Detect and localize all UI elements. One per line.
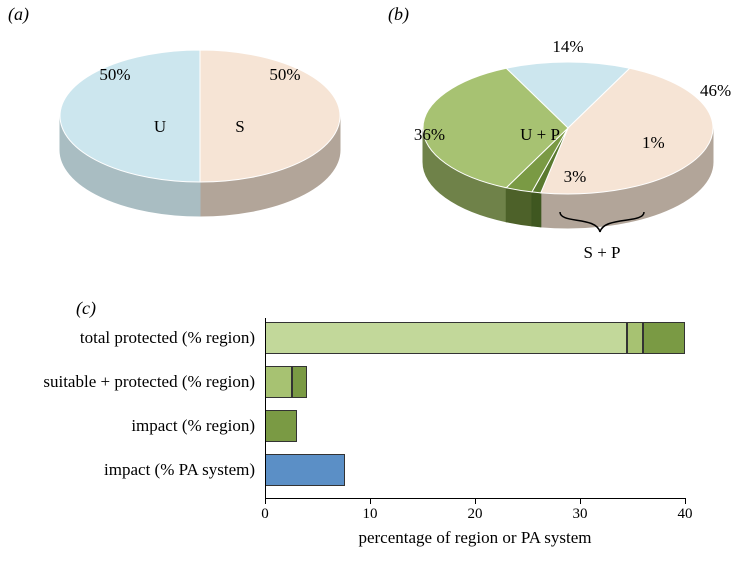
svg-text:50%: 50% [99,65,130,84]
x-tick-label: 30 [573,506,588,523]
x-axis-title: percentage of region or PA system [265,528,685,548]
bar-segment [265,454,345,486]
bar-row: impact (% PA system) [265,454,685,486]
bar-segment [265,322,627,354]
svg-text:S: S [235,117,244,136]
pie-chart-a: 50% 50% U S [40,20,360,240]
bar-chart-c: total protected (% region) suitable + pro… [265,318,695,558]
svg-text:S + P: S + P [584,243,621,262]
bar-row: impact (% region) [265,410,685,442]
svg-text:1%: 1% [642,133,665,152]
x-tick [580,498,581,504]
bar-segment [643,322,685,354]
bar-segment [292,366,307,398]
bar-segment [265,410,297,442]
svg-text:46%: 46% [700,81,731,100]
panel-label-a: (a) [8,4,29,25]
bar-label: impact (% PA system) [104,460,265,480]
x-tick-label: 10 [363,506,378,523]
bar-row: total protected (% region) [265,322,685,354]
x-tick [475,498,476,504]
x-tick [685,498,686,504]
svg-text:50%: 50% [269,65,300,84]
pie-chart-b: 14% 46% 1% 3% 36% U + P S + P [400,20,740,280]
svg-text:U + P: U + P [520,125,560,144]
x-tick-label: 20 [468,506,483,523]
svg-text:U: U [154,117,166,136]
panel-label-c: (c) [76,298,96,319]
bar-segment [265,366,292,398]
bar-segment [627,322,643,354]
x-tick [370,498,371,504]
svg-text:14%: 14% [552,37,583,56]
bar-label: total protected (% region) [80,328,265,348]
bar-label: suitable + protected (% region) [43,372,265,392]
bar-row: suitable + protected (% region) [265,366,685,398]
x-tick-label: 40 [678,506,693,523]
x-tick [265,498,266,504]
x-tick-label: 0 [261,506,269,523]
svg-text:36%: 36% [414,125,445,144]
svg-text:3%: 3% [564,167,587,186]
y-axis [265,318,266,498]
bar-label: impact (% region) [131,416,265,436]
